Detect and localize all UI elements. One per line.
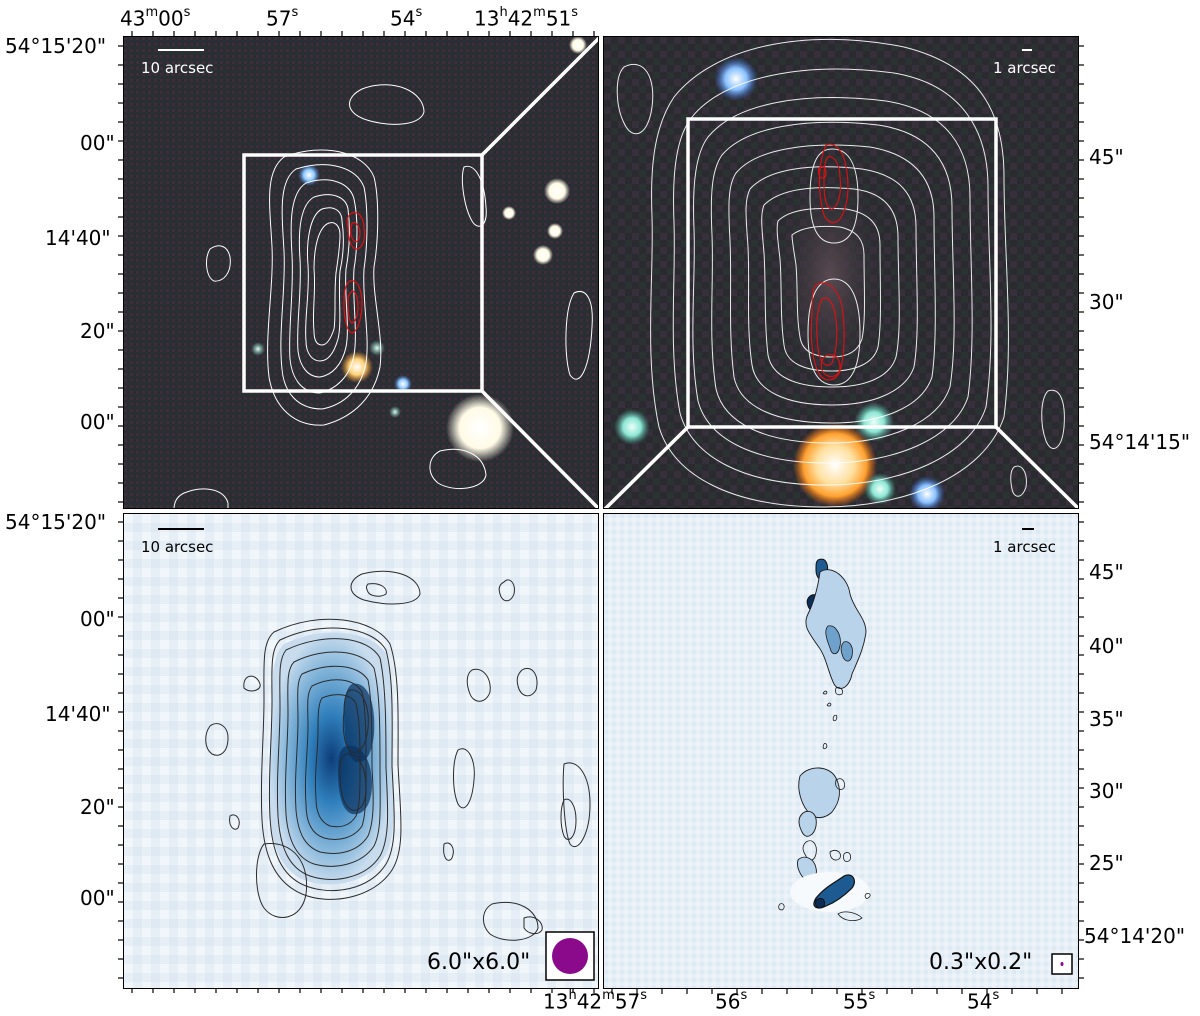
zoom-connector-left bbox=[604, 425, 690, 508]
right-dec-label-bottom-1: 40" bbox=[1089, 634, 1124, 658]
right-dec-label-top-2: 54°14'15" bbox=[1089, 430, 1191, 454]
left-dec-label-top-3: 20" bbox=[80, 319, 115, 343]
left-dec-label-bottom-3: 20" bbox=[80, 795, 115, 819]
star bbox=[533, 245, 553, 265]
scale-label-1arcsec: 1 arcsec bbox=[993, 538, 1056, 556]
beam-size-label: 6.0"x6.0" bbox=[427, 950, 531, 975]
cyan-star bbox=[614, 409, 650, 445]
scale-label-1arcsec: 1 arcsec bbox=[993, 59, 1056, 77]
top-ra-label-0: 43m00s bbox=[120, 5, 191, 31]
radio-lobe-south bbox=[338, 745, 372, 815]
north-lobe bbox=[805, 558, 867, 707]
radio-contours-white bbox=[616, 38, 1065, 508]
star bbox=[394, 375, 412, 393]
radio-core bbox=[778, 850, 871, 922]
star bbox=[369, 340, 385, 356]
optical-panel-zoom: 1 arcsec bbox=[603, 36, 1079, 509]
right-dec-label-bottom-0: 45" bbox=[1089, 560, 1124, 584]
left-dec-label-top-2: 14'40" bbox=[45, 226, 111, 250]
radio-panel-highres: 1 arcsec 0.3"x0.2" bbox=[603, 513, 1079, 989]
bottom-ra-label-3: 54s bbox=[967, 988, 1000, 1014]
right-dec-label-bottom-4: 25" bbox=[1089, 851, 1124, 875]
left-dec-label-bottom-4: 00" bbox=[80, 886, 115, 910]
right-dec-label-bottom-3: 30" bbox=[1089, 779, 1124, 803]
orange-star bbox=[341, 351, 373, 383]
zoom-connector-bottom bbox=[480, 389, 598, 508]
zoom-box bbox=[242, 153, 484, 393]
cyan-star bbox=[854, 402, 894, 442]
beam-size-label: 0.3"x0.2" bbox=[929, 950, 1033, 975]
bright-star bbox=[446, 394, 514, 462]
right-dec-label-top-1: 30" bbox=[1089, 290, 1124, 314]
left-dec-label-bottom-0: 54°15'20" bbox=[5, 510, 107, 534]
left-dec-label-top-1: 00" bbox=[80, 131, 115, 155]
star bbox=[251, 342, 265, 356]
star bbox=[547, 223, 563, 239]
bright-orange-star bbox=[793, 423, 877, 507]
radio-contours-red bbox=[343, 212, 366, 334]
left-dec-label-top-4: 00" bbox=[80, 410, 115, 434]
top-ra-label-3: 13h42m51s bbox=[474, 5, 579, 31]
star bbox=[502, 206, 516, 220]
blue-star bbox=[909, 476, 945, 508]
beam-ellipse bbox=[1060, 962, 1064, 966]
zoom-connector-top bbox=[480, 37, 598, 157]
bottom-ra-label-1: 56s bbox=[715, 988, 748, 1014]
left-dec-label-bottom-1: 00" bbox=[80, 607, 115, 631]
star bbox=[389, 406, 401, 418]
right-dec-label-bottom-2: 35" bbox=[1089, 707, 1124, 731]
right-dec-label-top-0: 45" bbox=[1089, 145, 1124, 169]
scale-label-10arcsec: 10 arcsec bbox=[141, 538, 214, 556]
optical-panel-wide: 10 arcsec bbox=[123, 36, 599, 509]
radio-panel-lowres: 10 arcsec 6.0"x6.0" bbox=[123, 513, 599, 989]
zoom-connector-right bbox=[994, 425, 1078, 508]
bottom-ra-label-0: 13h42m57s bbox=[543, 988, 648, 1014]
zoom-box bbox=[686, 117, 998, 429]
radio-contours-black bbox=[205, 570, 591, 941]
radio-contours-red bbox=[810, 143, 849, 381]
blue-star bbox=[714, 57, 758, 101]
top-ra-label-1: 57s bbox=[266, 5, 299, 31]
beam-ellipse bbox=[552, 938, 588, 974]
bottom-ra-label-2: 55s bbox=[843, 988, 876, 1014]
star bbox=[569, 37, 587, 54]
top-ra-label-2: 54s bbox=[390, 5, 423, 31]
star bbox=[544, 178, 570, 204]
left-dec-label-bottom-2: 14'40" bbox=[45, 702, 111, 726]
right-dec-label-bottom-5: 54°14'20" bbox=[1084, 924, 1186, 948]
left-dec-label-top-0: 54°15'20" bbox=[5, 34, 107, 58]
scale-label-10arcsec: 10 arcsec bbox=[141, 59, 214, 77]
